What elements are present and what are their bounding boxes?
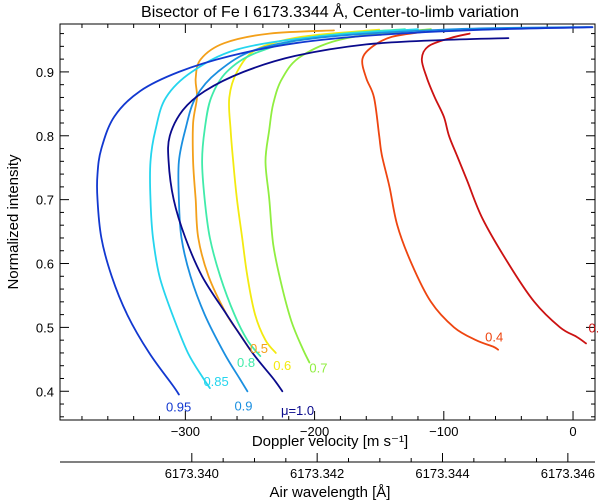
- y-tick-label: 0.4: [36, 384, 54, 399]
- series-label: 0.7: [309, 361, 327, 376]
- series-line-0.9: [177, 26, 594, 393]
- series-label: 0.9: [234, 398, 252, 413]
- x-tick-label: −200: [300, 424, 329, 439]
- plot-border: [59, 23, 596, 421]
- series-line-0.6: [228, 28, 381, 354]
- series-line-0.5: [191, 29, 335, 351]
- series-label: 0.4: [485, 329, 503, 344]
- x-tick-label: −100: [429, 424, 458, 439]
- y-axis-label: Normalized intensity: [5, 154, 22, 290]
- x2-tick-label: 6173.344: [415, 466, 469, 481]
- x2-axis-label: Air wavelength [Å]: [270, 484, 391, 501]
- chart-title: Bisector of Fe I 6173.3344 Å, Center-to-…: [141, 2, 519, 21]
- series-label: 0.8: [237, 355, 255, 370]
- x2-tick-label: 6173.340: [165, 466, 219, 481]
- series-line-0.4: [361, 30, 499, 351]
- series-label: 0.5: [250, 341, 268, 356]
- series-label: 0.95: [166, 400, 191, 415]
- series-label: 0.85: [203, 374, 228, 389]
- y-tick-label: 0.5: [36, 320, 54, 335]
- y-tick-label: 0.8: [36, 129, 54, 144]
- series-line-0.85: [149, 28, 419, 389]
- x-tick-label: −300: [171, 424, 200, 439]
- y-tick-label: 0.6: [36, 257, 54, 272]
- plot-frame: −300 −200 −100 0 0.4 0.5 0.6 0.7 0.8 0.9: [36, 23, 596, 439]
- series-label: 0.6: [273, 358, 291, 373]
- series-line-0.95: [96, 26, 594, 396]
- series-line-1.0: [167, 37, 510, 393]
- x-axis-label: Doppler velocity [m s⁻¹]: [252, 433, 408, 450]
- series-layer: [96, 26, 594, 396]
- x2-tick-label: 6173.342: [290, 466, 344, 481]
- x-tick-label: 0: [569, 424, 576, 439]
- y-tick-label: 0.9: [36, 65, 54, 80]
- series-line-0.8: [201, 28, 406, 357]
- y-tick-label: 0.7: [36, 193, 54, 208]
- series-line-0.7: [264, 28, 432, 364]
- series-labels: 0.3 0.4 0.5 0.6 0.7 0.8 0.85 0.9 0.95 μ=1.0: [166, 320, 598, 417]
- series-label: μ=1.0: [281, 403, 314, 418]
- series-line-0.3: [420, 32, 587, 345]
- x2-tick-label: 6173.346: [541, 466, 595, 481]
- series-label: 0.3: [589, 320, 598, 335]
